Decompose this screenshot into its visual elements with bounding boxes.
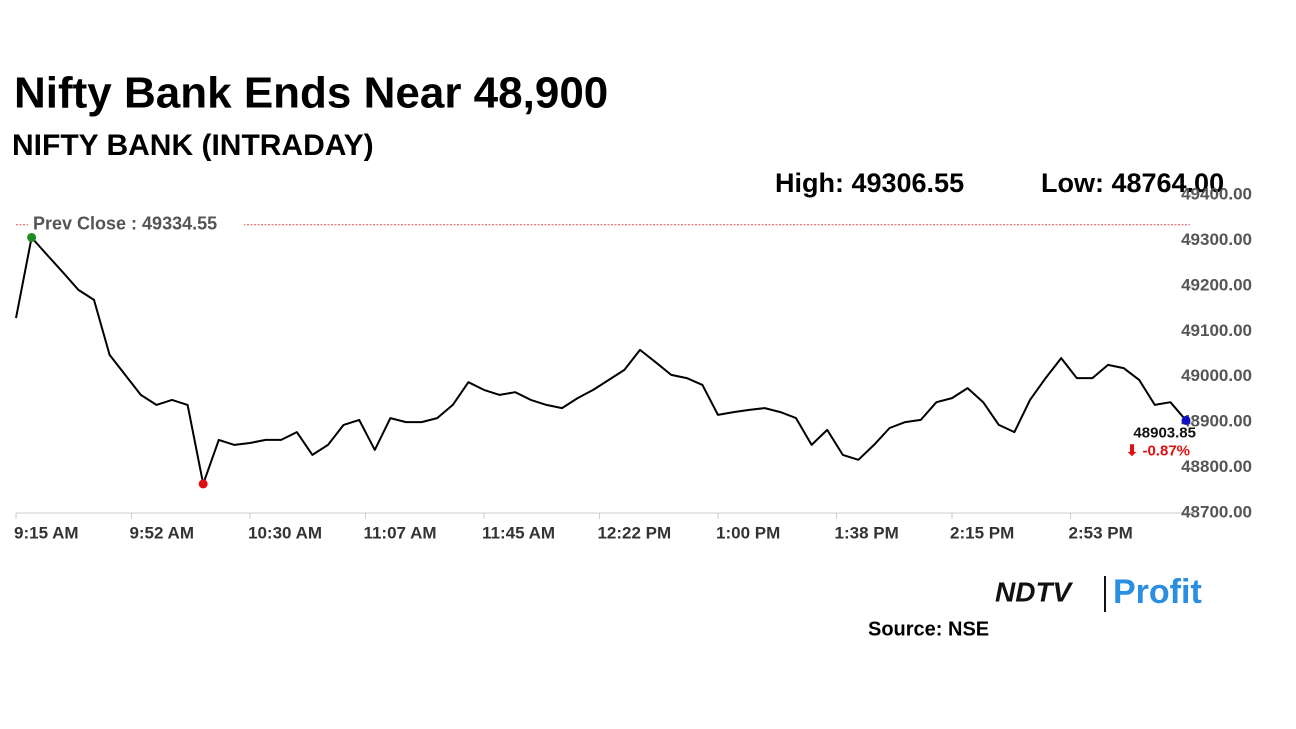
point-marker (1181, 415, 1191, 425)
prev-close-bg (28, 212, 244, 235)
x-tick-label: 12:22 PM (597, 523, 671, 542)
x-tick-label: 9:52 AM (129, 523, 194, 542)
y-tick-label: 48900.00 (1181, 412, 1252, 431)
y-tick-label: 49100.00 (1181, 321, 1252, 340)
chart-subtitle: NIFTY BANK (INTRADAY) (12, 129, 374, 162)
point-marker (27, 232, 37, 242)
chart-title: Nifty Bank Ends Near 48,900 (14, 69, 608, 118)
logo-right: Profit (1113, 573, 1202, 611)
end-value-label: 48903.85 (1133, 424, 1196, 441)
x-tick-label: 10:30 AM (248, 523, 322, 542)
prev-close-label: Prev Close : 49334.55 (33, 213, 217, 233)
x-tick-label: 1:38 PM (835, 523, 899, 542)
y-tick-label: 49000.00 (1181, 366, 1252, 385)
source: Source: NSE (868, 618, 989, 640)
point-marker (198, 479, 208, 489)
y-tick-label: 49400.00 (1181, 184, 1252, 203)
y-tick-label: 48700.00 (1181, 502, 1252, 521)
price-line (15, 236, 1187, 485)
y-tick-label: 49300.00 (1181, 230, 1252, 249)
x-tick-label: 2:53 PM (1069, 523, 1133, 542)
x-tick-label: 2:15 PM (950, 523, 1014, 542)
logo-left: NDTV (995, 576, 1074, 607)
low-label: Low: 48764.00 (1041, 168, 1224, 198)
y-tick-label: 48800.00 (1181, 457, 1252, 476)
x-tick-label: 11:07 AM (363, 523, 436, 542)
logo: NDTV Profit (995, 573, 1202, 612)
high-label: High: 49306.55 (775, 168, 964, 198)
y-tick-label: 49200.00 (1181, 275, 1252, 294)
x-tick-label: 1:00 PM (716, 523, 780, 542)
change-label: ⬇ -0.87% (1126, 442, 1190, 459)
x-tick-label: 9:15 AM (14, 523, 79, 542)
x-tick-label: 11:45 AM (482, 523, 555, 542)
